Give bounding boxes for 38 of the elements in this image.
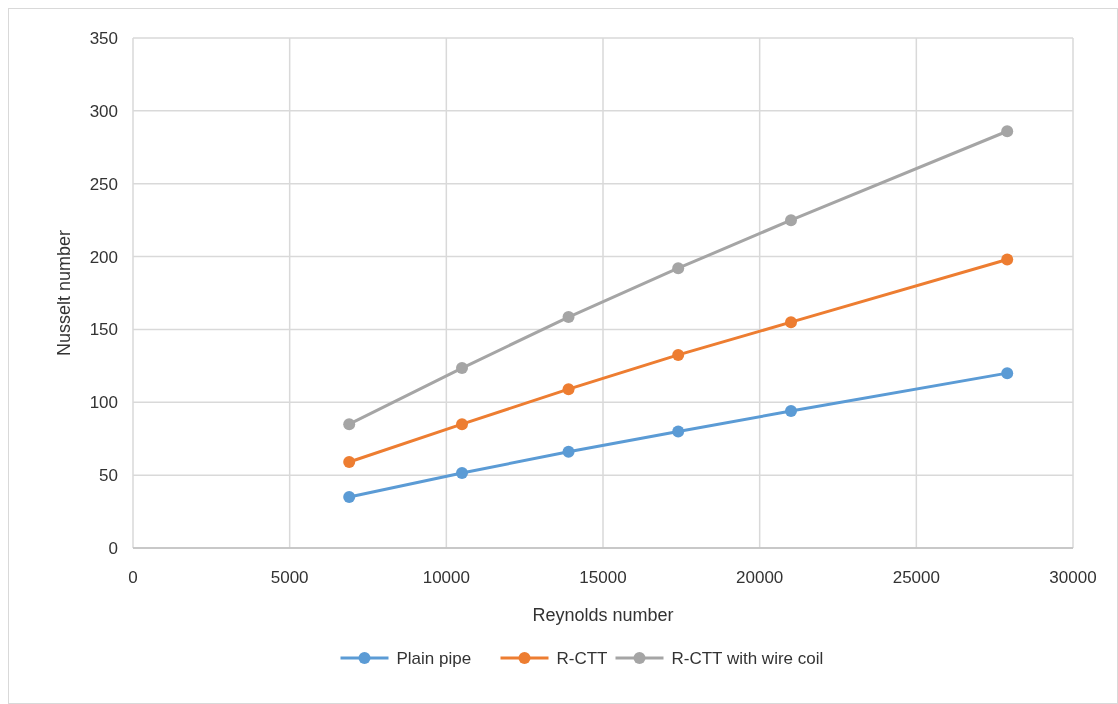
legend-label: R-CTT <box>556 649 608 668</box>
y-tick-label: 50 <box>99 466 118 486</box>
x-tick-label: 0 <box>128 568 138 587</box>
point <box>672 262 685 275</box>
y-tick-label: 200 <box>89 247 118 267</box>
point <box>785 214 797 227</box>
y-tick-label: 150 <box>89 320 118 340</box>
x-tick-label: 25000 <box>892 568 940 587</box>
x-tick-label: 20000 <box>736 568 784 587</box>
x-axis-title: Reynolds number <box>532 605 674 625</box>
x-tick-label: 15000 <box>579 568 627 587</box>
y-tick-label: 300 <box>89 101 118 121</box>
point <box>456 362 468 375</box>
y-tick-label: 250 <box>89 174 118 194</box>
x-tick-label: 5000 <box>270 568 309 587</box>
point <box>343 418 356 431</box>
point <box>785 405 797 418</box>
point <box>562 383 575 396</box>
point <box>456 466 468 479</box>
point <box>672 348 685 361</box>
y-tick-label: 100 <box>89 393 118 413</box>
point <box>1001 125 1014 138</box>
point <box>343 456 356 469</box>
point <box>785 316 797 329</box>
point <box>1001 367 1014 380</box>
x-tick-label: 10000 <box>422 568 470 587</box>
y-axis-title: Nusselt number <box>54 229 74 357</box>
point <box>343 491 356 503</box>
point <box>456 418 468 431</box>
point <box>562 311 575 324</box>
point <box>1001 253 1014 266</box>
y-tick-label: 350 <box>89 29 118 48</box>
point <box>672 425 685 438</box>
point <box>562 445 575 458</box>
legend-label: Plain pipe <box>396 649 472 668</box>
x-tick-label: 30000 <box>1049 568 1097 587</box>
y-tick-label: 0 <box>108 539 118 558</box>
legend-label: R-CTT with wire coil <box>671 649 824 668</box>
